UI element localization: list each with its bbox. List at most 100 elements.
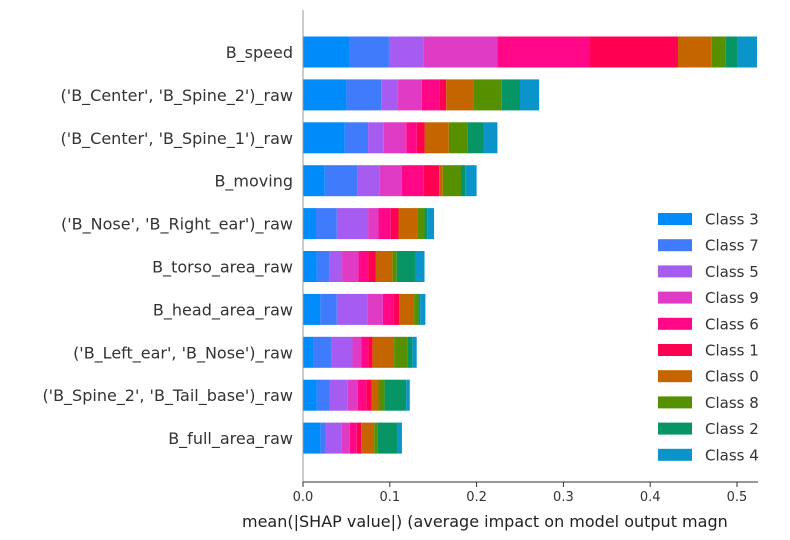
bar-segment-class-6-row-4	[378, 208, 391, 240]
bar-segment-class-7-row-9	[320, 422, 326, 454]
category-label: ('B_Spine_2', 'B_Tail_base')_raw	[42, 386, 293, 406]
bar-segment-class-1-row-5	[368, 251, 376, 282]
bar-segment-class-0-row-3	[439, 165, 443, 197]
category-label: ('B_Center', 'B_Spine_2')_raw	[61, 86, 293, 106]
bar-segment-class-4-row-0	[737, 36, 757, 68]
bar-segment-class-1-row-0	[589, 36, 678, 68]
bar-segment-class-4-row-3	[465, 165, 477, 197]
legend-label: Class 7	[705, 237, 759, 255]
bar-segment-class-5-row-4	[336, 208, 369, 240]
category-label: B_speed	[226, 43, 293, 63]
bar-segment-class-2-row-8	[384, 379, 407, 411]
legend-label: Class 3	[705, 211, 759, 229]
bar-segment-class-1-row-7	[368, 336, 373, 368]
bar-segment-class-9-row-5	[342, 251, 359, 282]
bar-segment-class-7-row-5	[316, 251, 330, 282]
x-tick-label: 0.2	[466, 490, 487, 505]
bar-segment-class-4-row-9	[397, 422, 402, 454]
bar-segment-class-9-row-8	[347, 379, 358, 411]
bar-segment-class-1-row-9	[356, 422, 362, 454]
category-label: B_torso_area_raw	[152, 258, 293, 278]
bar-segment-class-7-row-4	[316, 208, 337, 240]
bar-segment-class-8-row-0	[711, 36, 726, 68]
bar-segment-class-0-row-9	[361, 422, 375, 454]
legend-label: Class 5	[705, 263, 759, 281]
legend-swatch	[658, 265, 692, 278]
bar-segment-class-4-row-4	[427, 208, 435, 240]
legend-swatch	[658, 239, 692, 252]
bar-segment-class-1-row-3	[423, 165, 440, 197]
bar-segment-class-7-row-1	[346, 79, 382, 111]
bar-segment-class-2-row-1	[501, 79, 520, 111]
bar-segment-class-4-row-6	[420, 293, 426, 325]
category-label: B_full_area_raw	[168, 429, 293, 449]
bar-segment-class-2-row-9	[377, 422, 398, 454]
category-label: B_moving	[214, 172, 293, 192]
category-label: B_head_area_raw	[153, 300, 293, 320]
bar-segment-class-6-row-3	[401, 165, 424, 197]
bar-segment-class-8-row-6	[414, 293, 419, 325]
bar-segment-class-8-row-5	[392, 251, 397, 282]
bar-segment-class-1-row-8	[366, 379, 372, 411]
bar-segment-class-7-row-6	[320, 293, 337, 325]
bar-segment-class-4-row-1	[520, 79, 540, 111]
bar-segment-class-4-row-8	[406, 379, 410, 411]
legend-label: Class 6	[705, 315, 759, 333]
bar-segment-class-2-row-5	[396, 251, 415, 282]
category-labels: B_speed ('B_Center', 'B_Spine_2')_raw ('B_…	[42, 43, 293, 449]
bar-segment-class-5-row-6	[336, 293, 368, 325]
bar-segment-class-6-row-8	[357, 379, 367, 411]
bar-segment-class-3-row-4	[303, 208, 317, 240]
x-tick-label: 0.4	[640, 490, 661, 505]
x-axis: 0.0 0.1 0.2 0.3 0.4 0.5	[293, 10, 758, 505]
bar-segment-class-1-row-1	[439, 79, 447, 111]
legend-label: Class 2	[705, 420, 759, 438]
legend-label: Class 9	[705, 289, 759, 307]
legend-label: Class 8	[705, 394, 759, 412]
bars-layer	[303, 36, 757, 454]
x-tick-label: 0.3	[553, 490, 574, 505]
bar-segment-class-5-row-7	[331, 336, 353, 368]
bar-segment-class-1-row-4	[390, 208, 399, 240]
bar-segment-class-0-row-8	[371, 379, 379, 411]
bar-segment-class-6-row-6	[382, 293, 394, 325]
legend-swatch	[658, 317, 692, 330]
bar-segment-class-2-row-0	[725, 36, 738, 68]
x-tick-label: 0.0	[293, 490, 314, 505]
bar-segment-class-5-row-9	[325, 422, 342, 454]
bar-segment-class-4-row-5	[414, 251, 425, 282]
legend-swatch	[658, 291, 692, 304]
bar-segment-class-1-row-2	[416, 122, 425, 154]
bar-segment-class-4-row-2	[483, 122, 498, 154]
bar-segment-class-1-row-6	[393, 293, 400, 325]
legend-label: Class 0	[705, 368, 759, 386]
bar-segment-class-0-row-2	[424, 122, 449, 154]
category-label: ('B_Center', 'B_Spine_1')_raw	[61, 129, 293, 149]
bar-segment-class-2-row-4	[424, 208, 428, 240]
legend-swatch	[658, 344, 692, 356]
x-tick-label: 0.5	[727, 490, 748, 505]
legend-label: Class 1	[705, 342, 759, 360]
bar-segment-class-9-row-2	[383, 122, 407, 154]
bar-segment-class-2-row-3	[460, 165, 466, 197]
x-tick-label: 0.1	[379, 490, 400, 505]
legend-swatch	[658, 396, 692, 409]
bar-segment-class-6-row-2	[406, 122, 417, 154]
bar-segment-class-7-row-3	[324, 165, 358, 197]
legend-label: Class 4	[705, 446, 759, 464]
bar-segment-class-4-row-7	[412, 336, 417, 368]
bar-segment-class-6-row-9	[349, 422, 357, 454]
bar-segment-class-2-row-7	[407, 336, 413, 368]
bar-segment-class-7-row-7	[313, 336, 332, 368]
bar-segment-class-5-row-8	[329, 379, 348, 411]
bar-segment-class-0-row-0	[677, 36, 712, 68]
category-label: ('B_Nose', 'B_Right_ear')_raw	[61, 215, 293, 235]
bar-segment-class-2-row-2	[467, 122, 484, 154]
bar-segment-class-8-row-2	[448, 122, 468, 154]
bar-segment-class-3-row-0	[303, 36, 350, 68]
bar-segment-class-5-row-0	[388, 36, 424, 68]
bar-segment-class-8-row-1	[473, 79, 502, 111]
bar-segment-class-5-row-3	[357, 165, 380, 197]
